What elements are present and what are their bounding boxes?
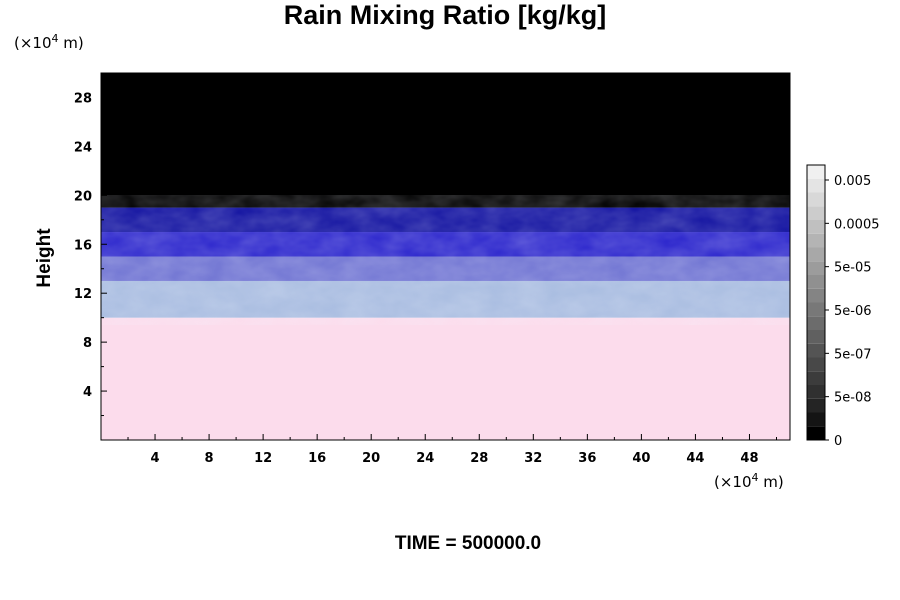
- colorbar-label: 5e-06: [834, 304, 872, 319]
- y-axis-unit: (×104 m): [14, 32, 84, 52]
- colorbar-segment: [807, 426, 825, 440]
- heatmap-band-5: [101, 73, 790, 208]
- colorbar-segment: [807, 192, 825, 207]
- x-tick-label: 28: [470, 451, 488, 466]
- y-tick-label: 16: [74, 238, 92, 253]
- y-tick-label: 4: [83, 385, 92, 400]
- colorbar-segment: [807, 398, 825, 413]
- x-tick-label: 24: [416, 451, 434, 466]
- colorbar-segment: [807, 302, 825, 317]
- colorbar-label: 0: [834, 434, 842, 449]
- colorbar-label: 5e-07: [834, 347, 872, 362]
- turbulence-texture: [101, 195, 790, 325]
- x-tick-label: 4: [151, 451, 160, 466]
- colorbar-segment: [807, 330, 825, 344]
- chart-title: Rain Mixing Ratio [kg/kg]: [284, 0, 607, 30]
- colorbar-segment: [807, 261, 825, 275]
- colorbar-segment: [807, 275, 825, 289]
- y-tick-label: 24: [74, 140, 92, 155]
- x-tick-label: 40: [632, 451, 650, 466]
- colorbar-label: 0.005: [834, 174, 871, 189]
- colorbar-segment: [807, 412, 825, 427]
- x-tick-label: 12: [254, 451, 272, 466]
- y-tick-label: 8: [83, 336, 92, 351]
- time-label: TIME = 500000.0: [395, 533, 541, 554]
- y-tick-label: 20: [74, 189, 92, 204]
- plot-frame: [100, 72, 791, 441]
- colorbar: 0.005 0.0005 5e-05 5e-06 5e-07 5e-08 0: [806, 164, 880, 449]
- x-tick-label: 48: [740, 451, 758, 466]
- colorbar-segment: [807, 316, 825, 330]
- x-tick-label: 32: [524, 451, 542, 466]
- y-axis-label: Height: [34, 228, 55, 288]
- y-tick-label: 12: [74, 287, 92, 302]
- colorbar-segment: [807, 247, 825, 262]
- heatmap-band-0: [101, 317, 790, 440]
- colorbar-segment: [807, 206, 825, 220]
- colorbar-segment: [807, 343, 825, 358]
- colorbar-label: 5e-05: [834, 261, 872, 276]
- colorbar-segment: [807, 220, 825, 234]
- colorbar-segment: [807, 178, 825, 193]
- colorbar-segment: [807, 385, 825, 399]
- x-tick-label: 36: [578, 451, 596, 466]
- colorbar-segment: [807, 233, 825, 248]
- colorbar-frame: [806, 164, 826, 441]
- colorbar-segment: [807, 371, 825, 385]
- x-tick-label: 44: [686, 451, 704, 466]
- plot-area: [101, 73, 790, 440]
- colorbar-segment: [807, 165, 825, 179]
- x-tick-label: 16: [308, 451, 326, 466]
- y-tick-label: 28: [74, 91, 92, 106]
- x-tick-label: 20: [362, 451, 380, 466]
- colorbar-label: 5e-08: [834, 391, 872, 406]
- colorbar-segment: [807, 357, 825, 372]
- colorbar-label: 0.0005: [834, 217, 880, 232]
- colorbar-segment: [807, 288, 825, 303]
- x-axis-unit: (×104 m): [714, 471, 784, 491]
- x-tick-label: 8: [205, 451, 214, 466]
